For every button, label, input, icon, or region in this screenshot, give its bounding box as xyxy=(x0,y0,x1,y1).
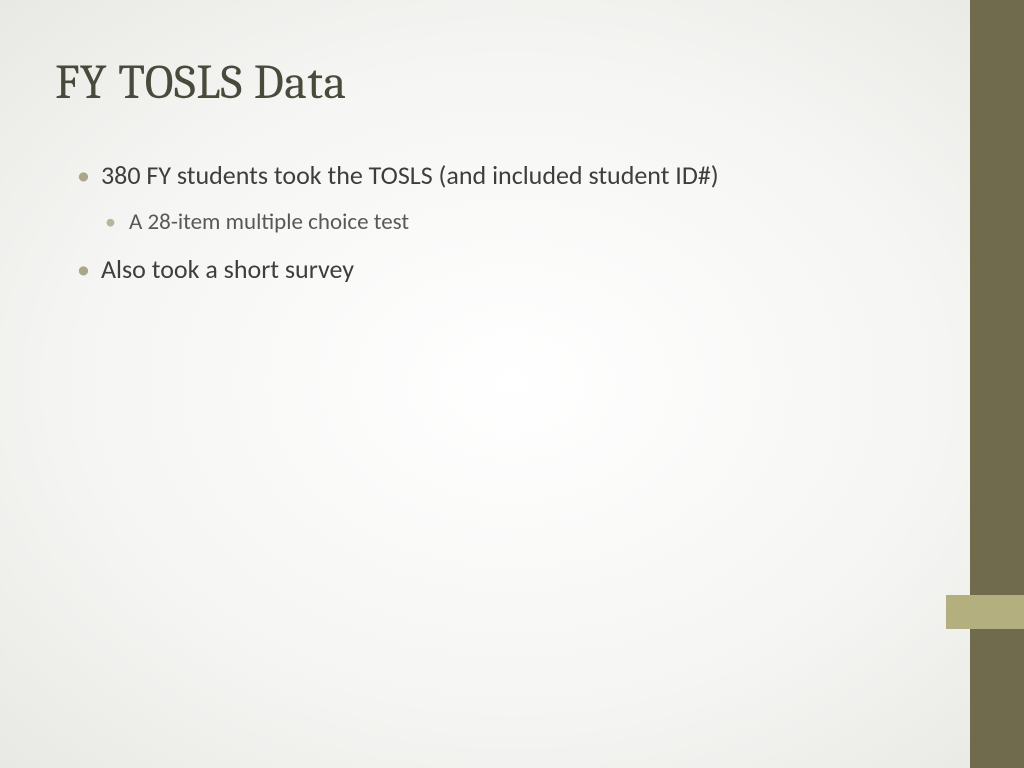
bullet-item: Also took a short survey xyxy=(77,252,934,287)
slide-content: FY TOSLS Data 380 FY students took the T… xyxy=(55,55,934,301)
slide-title: FY TOSLS Data xyxy=(55,55,934,110)
sidebar-main-stripe xyxy=(970,0,1024,768)
bullet-sub-item: A 28-item multiple choice test xyxy=(105,207,934,238)
sidebar-accent-block xyxy=(946,595,1024,629)
bullet-item: 380 FY students took the TOSLS (and incl… xyxy=(77,158,934,193)
bullet-list: 380 FY students took the TOSLS (and incl… xyxy=(55,158,934,287)
